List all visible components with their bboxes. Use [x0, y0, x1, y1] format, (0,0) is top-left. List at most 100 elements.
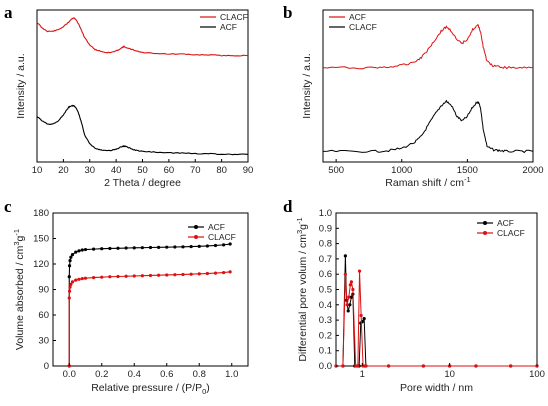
- panel-a-x-tick-label: 50: [137, 165, 148, 176]
- panel-d-series-clacf-point: [347, 295, 351, 299]
- panel-a-series-acf-line: [36, 104, 249, 156]
- panel-c-legend-label-clacf: CLACF: [208, 232, 236, 242]
- panel-c-series-clacf-point: [157, 273, 161, 277]
- panel-d-series-clacf-line: [336, 271, 537, 367]
- panel-c-series-acf-point: [213, 243, 218, 248]
- panel-d-y-tick-label: 0.4: [319, 300, 332, 311]
- panel-c-series-acf-point: [67, 264, 72, 268]
- panel-c-series-acf-point: [173, 245, 177, 249]
- panel-d-series-clacf-point: [364, 364, 368, 368]
- panel-d-series-clacf-point: [343, 272, 347, 276]
- panel-a-legend-label-clacf: CLACF: [220, 12, 248, 22]
- panel-a-x-tick-label: 60: [164, 165, 175, 176]
- panel-c-letter: c: [4, 197, 12, 216]
- panel-b-chart: 500 1000 1500 2000 Raman shift / cm-1 Intensi…: [301, 9, 544, 189]
- panel-c-y-tick-label: 120: [33, 259, 49, 270]
- panel-a-x-tick-label: 40: [111, 165, 122, 176]
- panel-d-legend-marker-clacf: [483, 231, 487, 235]
- panel-c-series-clacf-point: [228, 270, 232, 274]
- panel-c-series-acf-point: [69, 255, 73, 259]
- panel-c-series-acf-point: [205, 244, 209, 248]
- panel-d-letter: d: [283, 197, 293, 216]
- panel-d-y-tick-label: 0.8: [319, 239, 332, 250]
- panel-c-series-acf-point: [222, 243, 226, 247]
- panel-d-series-clacf-point: [341, 364, 345, 368]
- panel-b-x-axis-label: Raman shift / cm-1: [385, 175, 470, 189]
- panel-b-legend-label-clacf: CLACF: [349, 22, 377, 32]
- panel-d-y-axis-label: Differential pore volum / cm3g-1: [295, 217, 309, 361]
- panel-c-series-acf-point: [140, 246, 144, 250]
- panel-c-series-acf-point: [189, 244, 193, 249]
- panel-d-series-acf-point: [348, 303, 352, 307]
- panel-c-x-tick-label: 0.2: [95, 369, 108, 380]
- panel-d-series-clacf-point: [351, 287, 355, 292]
- panel-c-x-tick-label: 0.4: [128, 369, 141, 380]
- panel-c-series-clacf-point: [197, 272, 201, 276]
- panel-c-series-clacf-point: [83, 276, 88, 280]
- panel-d-series-acf-point: [346, 309, 350, 313]
- panel-c-series-acf-point: [181, 245, 185, 249]
- panel-b-series-clacf-line: [322, 99, 534, 154]
- panel-d-y-tick-label: 0.7: [319, 254, 332, 265]
- panel-d-legend-marker-acf: [483, 221, 487, 225]
- panel-d-x-tick-label: 10: [444, 369, 455, 380]
- panel-c-legend-marker-clacf: [194, 235, 198, 239]
- panel-c-series-clacf-point: [67, 289, 72, 293]
- panel-a-letter: a: [4, 3, 13, 22]
- panel-d-y-tick-label: 0.1: [319, 346, 332, 357]
- panel-b-letter: b: [283, 3, 292, 22]
- panel-d-series-clacf-point: [474, 364, 478, 368]
- panel-d-y-tick-label: 0.9: [319, 223, 332, 234]
- panel-c-x-tick-label: 0.0: [63, 369, 76, 380]
- panel-c-series-clacf-point: [132, 274, 136, 278]
- panel-c-y-tick-label: 0: [44, 361, 49, 372]
- panel-c-series-acf-point: [132, 246, 136, 250]
- panel-c-y-tick-label: 90: [38, 285, 49, 296]
- panel-c-y-tick-label: 180: [33, 208, 49, 219]
- panel-d-y-tick-label: 1.0: [319, 208, 332, 219]
- panel-c-series-clacf-point: [108, 275, 112, 279]
- panel-c-series-clacf-point: [92, 276, 96, 280]
- panel-d-x-tick-label: 1: [360, 369, 365, 380]
- panel-c-series-acf-point: [74, 250, 78, 254]
- panel-c-series-clacf-point: [116, 274, 120, 279]
- panel-d-y-tick-label: 0.3: [319, 315, 332, 326]
- panel-c-series-clacf-point: [213, 271, 218, 275]
- panel-c-x-tick-label: 0.8: [193, 369, 206, 380]
- panel-c-legend-label-acf: ACF: [208, 222, 225, 232]
- panel-c-series-clacf-point: [100, 275, 104, 279]
- panel-b-axes-frame: [322, 9, 534, 163]
- panel-c-series-acf-point: [68, 259, 72, 263]
- panel-d-y-tick-label: 0.5: [319, 285, 332, 296]
- panel-b-x-tick-label: 2000: [522, 165, 543, 176]
- panel-c-chart: 0.0 0.2 0.4 0.6 0.8 1.0 0 30 60 90 120 150 180 Relati…: [12, 208, 249, 396]
- panel-d-series-clacf-point: [349, 280, 353, 284]
- panel-c-series-acf-point: [148, 245, 153, 250]
- panel-c-series-acf-point: [77, 249, 81, 253]
- panel-d-series-clacf-point: [386, 364, 391, 368]
- panel-a-x-tick-label: 90: [243, 165, 254, 176]
- panel-a-chart: 10 20 30 40 50 60 70 80 90 2 Theta / degree Intens…: [15, 9, 254, 189]
- panel-c-series-acf-point: [70, 253, 75, 257]
- panel-d-series-clacf-point: [357, 269, 362, 273]
- panel-d-y-tick-label: 0.0: [319, 361, 332, 372]
- panel-c-series-acf-point: [124, 246, 128, 250]
- panel-d-series-clacf-point: [345, 303, 349, 307]
- panel-a-legend-label-acf: ACF: [220, 22, 237, 32]
- panel-d-chart: 1 10 100 0.0 0.1 0.2 0.3 0.4 0.5 0.6 0.7 0.8 0.9 1.0 P…: [295, 208, 545, 394]
- panel-d-series-clacf-point: [354, 364, 358, 368]
- panel-c-y-tick-label: 30: [38, 336, 49, 347]
- panel-c-x-tick-label: 1.0: [225, 369, 238, 380]
- panel-a-y-axis-label: Intensity / a.u.: [15, 53, 27, 118]
- panel-c-series-acf-point: [80, 248, 84, 252]
- panel-c-series-clacf-point: [77, 277, 81, 281]
- panel-d-series-clacf-point: [356, 364, 360, 368]
- panel-d-series-clacf-point: [509, 364, 513, 368]
- panel-c-x-axis-label: Relative pressure / (P/P0): [91, 382, 210, 396]
- panel-d-series-acf-line: [336, 255, 537, 367]
- panel-c-series-clacf-point: [74, 278, 78, 282]
- panel-c-series-clacf-point: [205, 271, 209, 276]
- panel-c-y-tick-label: 60: [38, 310, 49, 321]
- panel-c-series-acf-line: [68, 243, 231, 366]
- panel-c-series-clacf-point: [189, 272, 193, 276]
